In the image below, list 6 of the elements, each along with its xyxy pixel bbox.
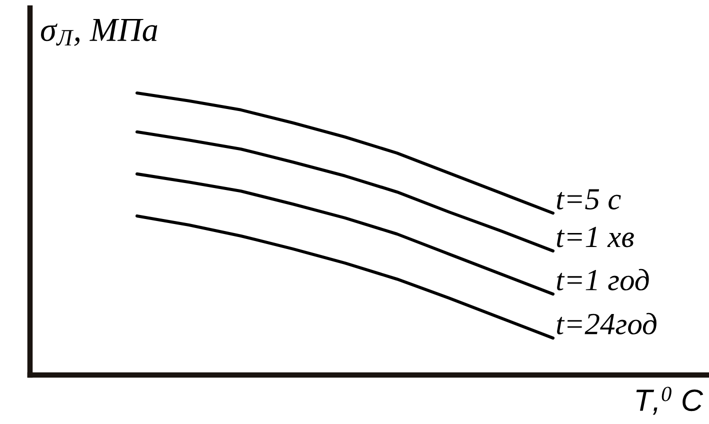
series-label: t=24год: [556, 312, 656, 334]
series-label: t=1 хв: [556, 226, 634, 248]
x-axis-title: T,$^{0}$ C: [636, 386, 704, 415]
series-label: t=5 c: [556, 189, 621, 210]
y-axis-title: σ$_{Л}$, МПа: [40, 19, 158, 46]
series-label: t=1 год: [556, 268, 649, 290]
